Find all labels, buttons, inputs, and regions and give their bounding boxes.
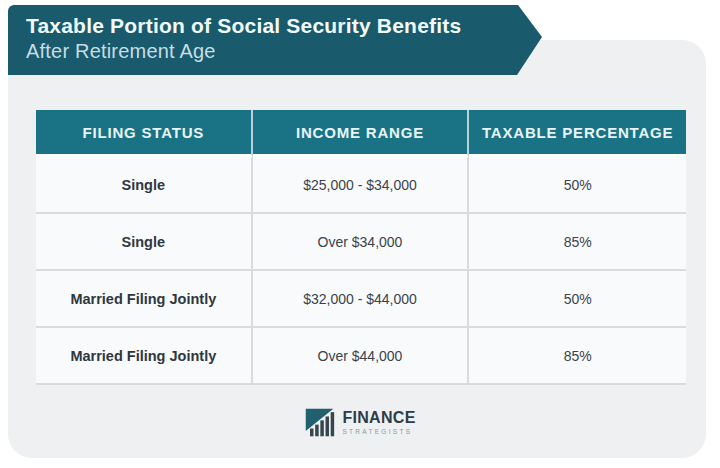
page-title: Taxable Portion of Social Security Benef… [26, 13, 542, 38]
cell-taxable-percentage: 50% [469, 157, 686, 214]
cell-filing-status: Single [36, 157, 253, 214]
column-header-filing-status: FILING STATUS [36, 110, 253, 157]
cell-income-range: $25,000 - $34,000 [253, 157, 470, 214]
title-banner: Taxable Portion of Social Security Benef… [8, 5, 542, 75]
finance-strategists-logo: FINANCE STRATEGISTS [0, 407, 720, 438]
cell-filing-status: Single [36, 214, 253, 271]
cell-income-range: $32,000 - $44,000 [253, 271, 470, 328]
bar-chart-logo-icon [304, 407, 335, 438]
column-header-taxable-percentage: TAXABLE PERCENTAGE [469, 110, 686, 157]
cell-income-range: Over $44,000 [253, 328, 470, 385]
cell-taxable-percentage: 85% [469, 214, 686, 271]
tax-table: FILING STATUS INCOME RANGE TAXABLE PERCE… [36, 110, 686, 385]
logo-subname: STRATEGISTS [342, 429, 415, 436]
logo-name: FINANCE [342, 410, 415, 426]
column-header-income-range: INCOME RANGE [253, 110, 470, 157]
cell-taxable-percentage: 85% [469, 328, 686, 385]
cell-taxable-percentage: 50% [469, 271, 686, 328]
page-subtitle: After Retirement Age [26, 40, 542, 63]
infographic-page: Taxable Portion of Social Security Benef… [0, 0, 720, 468]
cell-filing-status: Married Filing Jointly [36, 271, 253, 328]
cell-income-range: Over $34,000 [253, 214, 470, 271]
cell-filing-status: Married Filing Jointly [36, 328, 253, 385]
logo-text: FINANCE STRATEGISTS [342, 410, 415, 436]
